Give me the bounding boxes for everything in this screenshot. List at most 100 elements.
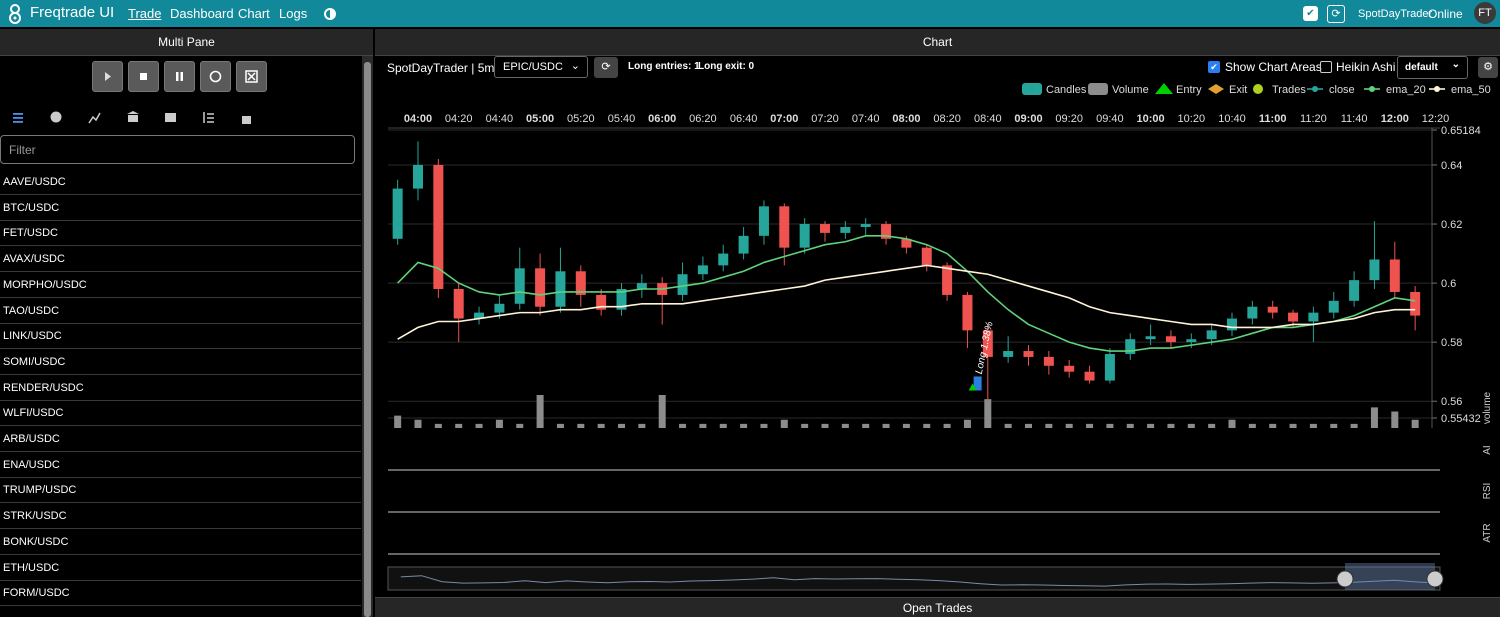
volume-bar (434, 423, 442, 428)
tab-list[interactable] (13, 113, 23, 123)
zoom-window[interactable] (1345, 563, 1435, 590)
volume-bar (923, 423, 931, 428)
filter-input[interactable]: Filter (0, 135, 355, 164)
forceexit-button[interactable] (236, 61, 267, 92)
candle-body (901, 238, 912, 248)
nav-link[interactable]: Trade (128, 6, 162, 21)
tab-lock[interactable] (242, 116, 251, 124)
legend-label: ema_20 (1386, 84, 1426, 96)
legend-swatch (1088, 83, 1108, 95)
candle-body (1369, 259, 1380, 281)
x-tick-label: 06:20 (689, 113, 717, 125)
pair-row[interactable]: RENDER/USDC (0, 376, 361, 401)
legend-swatch (1312, 86, 1318, 92)
pair-row[interactable]: ENA/USDC (0, 453, 361, 478)
candle-body (840, 226, 851, 233)
entry-marker (968, 383, 977, 391)
pair-row[interactable]: MORPHO/USDC (0, 273, 361, 298)
layout-select[interactable]: default ⌄ (1397, 56, 1468, 79)
y-tick-label: 0.62 (1441, 219, 1462, 231)
pair-row[interactable]: FORM/USDC (0, 581, 361, 607)
open-trades-title: Open Trades (375, 597, 1500, 617)
pair-row[interactable]: AAVE/USDC (0, 170, 361, 195)
scrollbar[interactable] (362, 56, 373, 617)
refresh-button[interactable]: ⟳ (1327, 5, 1345, 23)
pair-row[interactable]: AVAX/USDC (0, 247, 361, 273)
candle-body (1227, 318, 1237, 331)
pair-row[interactable]: ARB/USDC (0, 427, 361, 452)
legend-label: Volume (1112, 84, 1149, 96)
volume-bar (841, 423, 849, 428)
nav-link[interactable]: Dashboard (170, 6, 234, 21)
brand[interactable]: Freqtrade UI (30, 4, 115, 21)
pause-button[interactable] (164, 61, 195, 92)
tab-chart[interactable] (88, 112, 101, 124)
tab-orders[interactable] (203, 112, 214, 123)
candle-body (494, 303, 505, 313)
heikin-checkbox[interactable] (1320, 61, 1332, 73)
reload-button[interactable] (200, 61, 231, 92)
volume-bar (1045, 423, 1053, 428)
volume-bar (679, 423, 687, 428)
candle-body (982, 330, 993, 357)
x-tick-label: 08:40 (974, 113, 1002, 125)
x-tick-label: 07:00 (770, 113, 798, 125)
refresh-chart[interactable]: ⟳ (594, 57, 618, 78)
volume-bar (1228, 419, 1236, 428)
stop-button[interactable] (128, 61, 159, 92)
x-tick-label: 11:20 (1300, 113, 1327, 125)
x-tick-label: 10:20 (1178, 113, 1206, 125)
start-button[interactable] (92, 61, 123, 92)
pair-row[interactable]: BTC/USDC (0, 196, 361, 221)
pair-row[interactable]: WLFI/USDC (0, 401, 361, 427)
legend-label: close (1329, 84, 1355, 96)
x-tick-label: 04:00 (404, 113, 432, 125)
chart-areas-checkbox[interactable]: ✔ (1208, 61, 1220, 73)
tab-bank[interactable] (127, 111, 139, 122)
candle-body (453, 289, 464, 319)
x-tick-label: 08:20 (933, 113, 961, 125)
heikin-label: Heikin Ashi (1336, 60, 1396, 74)
left-pane-title: Multi Pane (0, 29, 373, 56)
y-tick-label: 0.56 (1441, 396, 1462, 408)
theme-toggle[interactable] (323, 7, 337, 21)
candle-body (881, 224, 892, 239)
pair-row[interactable]: FET/USDC (0, 221, 361, 247)
volume-bar (1411, 419, 1419, 428)
volume-bar (1289, 423, 1297, 428)
volume-bar (618, 423, 625, 428)
nav-link[interactable]: Logs (279, 6, 308, 21)
pair-row[interactable]: SOMI/USDC (0, 350, 361, 375)
nav-link[interactable]: Chart (238, 6, 270, 21)
tab-info[interactable] (50, 111, 62, 123)
pair-row[interactable]: BONK/USDC (0, 530, 361, 555)
check-button[interactable]: ✔ (1303, 6, 1318, 21)
pair-row[interactable]: TAO/USDC (0, 299, 361, 324)
x-tick-label: 06:40 (730, 113, 758, 125)
pair-row[interactable]: LINK/USDC (0, 324, 361, 350)
candle-body (555, 271, 566, 307)
zoom-handle[interactable] (1426, 570, 1444, 588)
avatar[interactable]: FT (1474, 2, 1496, 24)
pair-select[interactable]: EPIC/USDC ⌄ (494, 56, 588, 78)
x-tick-label: 08:00 (892, 113, 920, 125)
zoom-handle[interactable] (1336, 570, 1354, 588)
zoom-slider[interactable] (387, 566, 1441, 591)
candle-body (616, 289, 627, 310)
y-tick-label: 0.55432 (1441, 413, 1481, 425)
volume-bar (963, 419, 971, 428)
volume-bar (801, 423, 809, 428)
chart-pane-title: Chart (375, 29, 1500, 56)
x-tick-label: 10:40 (1218, 113, 1246, 125)
pair-row[interactable]: STRK/USDC (0, 504, 361, 530)
volume-bar (1065, 423, 1073, 428)
volume-bar (658, 395, 666, 428)
volume-bar (902, 423, 910, 428)
y-tick-label: 0.65184 (1441, 125, 1481, 137)
settings-button[interactable]: ⚙ (1478, 57, 1498, 78)
pair-row[interactable]: ETH/USDC (0, 556, 361, 581)
x-tick-label: 11:40 (1341, 113, 1368, 125)
pair-row[interactable]: TRUMP/USDC (0, 478, 361, 504)
candle-body (1165, 336, 1176, 343)
tab-folder[interactable] (165, 113, 176, 122)
